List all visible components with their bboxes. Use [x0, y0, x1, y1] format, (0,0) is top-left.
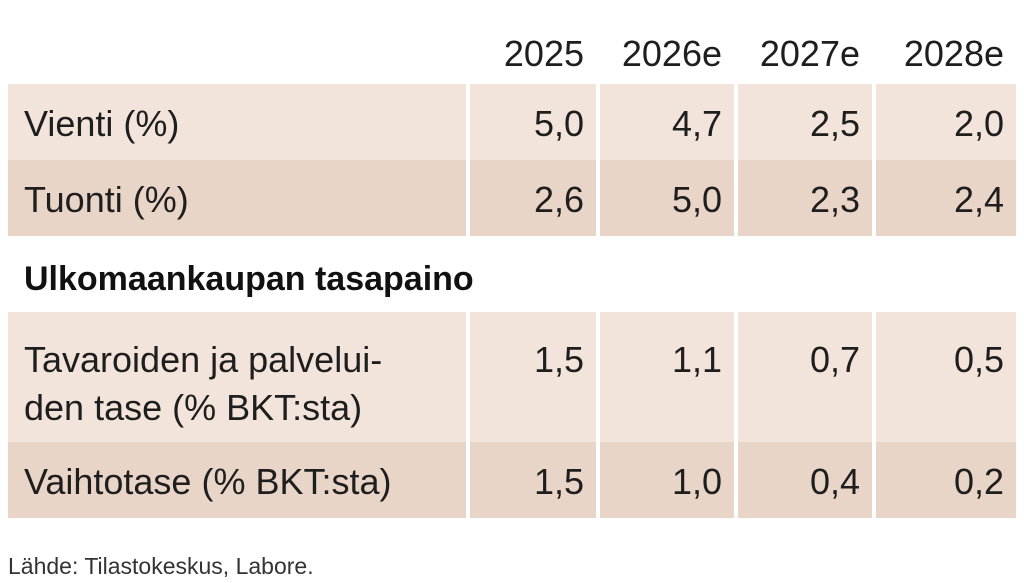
row-label: Vienti (%): [8, 84, 466, 160]
row-label-line-2: den tase (% BKT:sta): [24, 388, 466, 428]
row-value: 4,7: [596, 84, 734, 160]
row-value: 2,6: [466, 160, 596, 236]
row-value: 5,0: [596, 160, 734, 236]
row-value: 1,1: [596, 312, 734, 442]
table-row-tavaroiden-tase: Tavaroiden ja palvelui- den tase (% BKT:…: [8, 312, 1016, 442]
table-row-tuonti: Tuonti (%) 2,6 5,0 2,3 2,4: [8, 160, 1016, 236]
header-empty-cell: [8, 8, 466, 84]
source-note: Lähde: Tilastokeskus, Labore.: [8, 553, 314, 580]
section-title: Ulkomaankaupan tasapaino: [8, 236, 1016, 312]
row-value: 0,2: [872, 442, 1016, 518]
row-label: Tuonti (%): [8, 160, 466, 236]
header-col-2025: 2025: [466, 8, 596, 84]
header-col-2027e: 2027e: [734, 8, 872, 84]
table-row-vaihtotase: Vaihtotase (% BKT:sta) 1,5 1,0 0,4 0,2: [8, 442, 1016, 518]
row-value: 0,5: [872, 312, 1016, 442]
table-header-row: 2025 2026e 2027e 2028e: [8, 8, 1016, 84]
header-col-2026e: 2026e: [596, 8, 734, 84]
row-value: 1,0: [596, 442, 734, 518]
row-label-line-1: Tavaroiden ja palvelui-: [24, 340, 466, 380]
table-row-vienti: Vienti (%) 5,0 4,7 2,5 2,0: [8, 84, 1016, 160]
row-value: 0,4: [734, 442, 872, 518]
header-col-2028e: 2028e: [872, 8, 1016, 84]
row-value: 2,3: [734, 160, 872, 236]
row-label: Vaihtotase (% BKT:sta): [8, 442, 466, 518]
row-value: 0,7: [734, 312, 872, 442]
row-value: 1,5: [466, 312, 596, 442]
row-label: Tavaroiden ja palvelui- den tase (% BKT:…: [8, 312, 466, 442]
row-value: 2,4: [872, 160, 1016, 236]
data-table: 2025 2026e 2027e 2028e Vienti (%) 5,0 4,…: [8, 8, 1016, 518]
row-value: 5,0: [466, 84, 596, 160]
row-value: 2,0: [872, 84, 1016, 160]
row-value: 1,5: [466, 442, 596, 518]
row-value: 2,5: [734, 84, 872, 160]
